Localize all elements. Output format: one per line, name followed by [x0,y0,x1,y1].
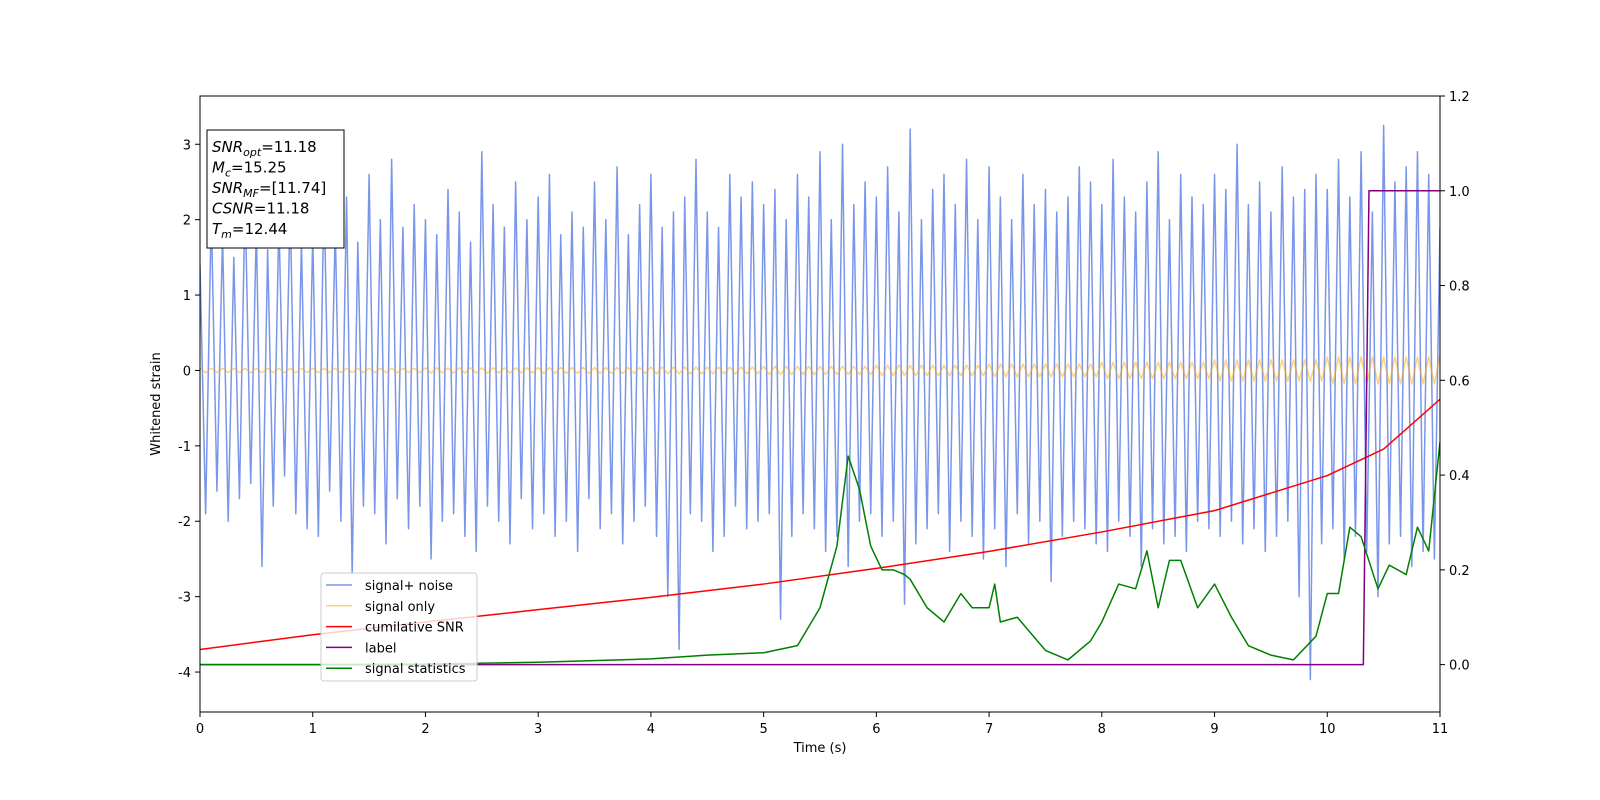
y-tick-label: 2 [183,214,191,229]
x-tick-label: 10 [1319,722,1336,737]
y2-tick-label: 1.0 [1449,185,1470,200]
annotation-sub: c [225,167,231,180]
annotation-text: =11.18 [261,138,317,156]
x-tick-label: 2 [421,722,429,737]
annotation-box: SNRopt=11.18Mc=15.25SNRMF=[11.74]CSNR=11… [206,129,345,249]
series-line [200,124,1440,681]
x-tick-label: 4 [647,722,655,737]
annotation-var: SNR [212,179,243,197]
x-tick-label: 5 [759,722,767,737]
x-tick-label: 1 [309,722,317,737]
y2-tick-label: 0.8 [1449,280,1470,295]
y-tick-label: 1 [183,289,191,304]
y2-tick-label: 0.2 [1449,564,1470,579]
y-tick-label: -1 [178,440,191,455]
y-tick-label: -2 [178,515,191,530]
annotation-var: M [212,159,225,177]
series-line [200,355,1440,385]
legend-label: signal only [365,600,435,615]
series-line [200,441,1440,666]
y-tick-label: -4 [178,666,191,681]
x-tick-label: 9 [1210,722,1218,737]
y2-tick-label: 1.2 [1449,90,1470,105]
annotation-line: SNRopt=11.18 [212,138,317,159]
annotation-frame [206,129,345,249]
annotation-line: Mc=15.25 [212,159,287,180]
x-tick-label: 11 [1432,722,1449,737]
annotation-text: =15.25 [231,159,287,177]
annotation-text: =11.18 [254,200,310,218]
annotation-var: CSNR [212,200,254,218]
y-tick-label: 0 [183,364,191,379]
annotation-text: =[11.74] [259,179,326,197]
annotation-line: CSNR=11.18 [212,200,309,218]
legend-frame [320,572,478,682]
legend-label: cumilative SNR [365,621,464,636]
series-line [200,190,1440,666]
y2-tick-label: 0.6 [1449,374,1470,389]
y-tick-label: -3 [178,591,191,606]
y2-tick-label: 0.4 [1449,469,1470,484]
legend-label: signal statistics [365,662,466,677]
annotation-text: =12.44 [232,220,288,238]
y-axis-label: Whitened strain [149,352,164,455]
annotation-sub: opt [243,146,262,159]
x-axis-label: Time (s) [793,741,847,756]
x-tick-label: 7 [985,722,993,737]
annotation-line: SNRMF=[11.74] [212,179,326,200]
y-tick-label: 3 [183,138,191,153]
plot-frame [199,95,1441,713]
x-tick-label: 3 [534,722,542,737]
annotation-sub: m [221,228,232,241]
legend-label: signal+ noise [365,579,453,594]
legend: signal+ noise signal only cumilative SNR la… [320,572,478,682]
x-tick-label: 0 [196,722,204,737]
x-tick-label: 8 [1098,722,1106,737]
x-tick-label: 6 [872,722,880,737]
annotation-var: SNR [212,138,243,156]
annotation-line: Tm=12.44 [212,220,287,241]
legend-label: label [365,641,396,656]
y2-tick-label: 0.0 [1449,659,1470,674]
annotation-sub: MF [243,187,259,200]
annotation-var: T [212,220,223,238]
